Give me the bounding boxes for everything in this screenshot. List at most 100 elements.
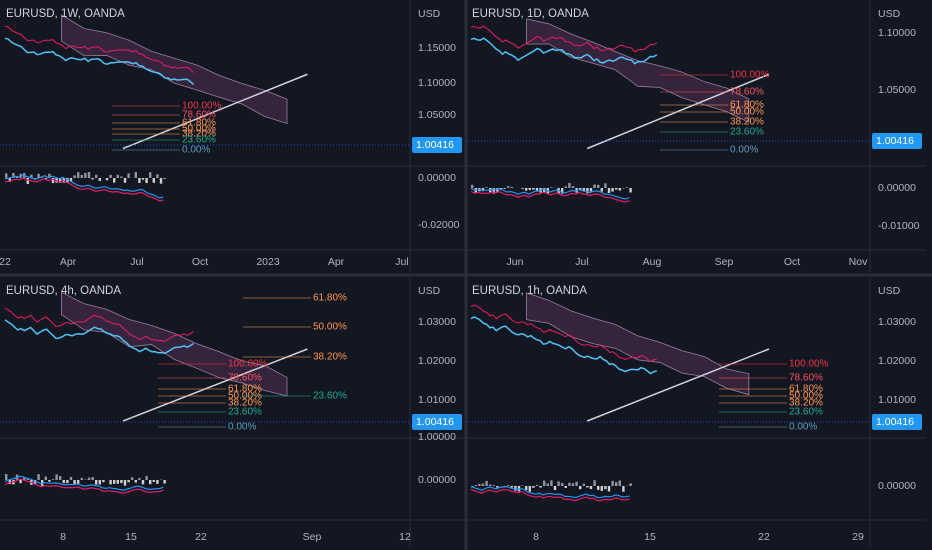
fib-label: 50.00% xyxy=(789,391,823,402)
macd-histogram-bar xyxy=(87,172,91,178)
fib-label: 50.00% xyxy=(313,322,347,333)
signal-line xyxy=(4,478,164,494)
macd-histogram-bar xyxy=(615,482,618,486)
macd-histogram-bar xyxy=(84,172,87,178)
macd-histogram-bar xyxy=(26,178,29,184)
time-label: Oct xyxy=(192,256,208,268)
macd-histogram-bar xyxy=(37,173,40,178)
price-tick-label: 1.01000 xyxy=(878,394,916,406)
macd-histogram-bar xyxy=(474,485,477,486)
macd-histogram-bar xyxy=(589,486,593,490)
macd-histogram-bar xyxy=(622,486,625,492)
macd-histogram-bar xyxy=(550,187,553,188)
fib-label: 78.60% xyxy=(228,373,262,384)
macd-histogram-bar xyxy=(138,178,141,183)
price-tick-label: 1.10000 xyxy=(418,77,456,89)
price-tick-label: 1.15000 xyxy=(418,42,456,54)
macd-histogram-bar xyxy=(134,172,137,178)
macd-histogram-bar xyxy=(127,173,130,178)
macd-histogram-bar xyxy=(120,480,123,484)
price-tick-label: 1.01000 xyxy=(418,394,456,406)
macd-histogram-bar xyxy=(152,480,155,482)
macd-histogram-bar xyxy=(23,477,26,480)
time-label: 29 xyxy=(852,531,864,543)
macd-histogram-bar xyxy=(507,186,510,188)
price-tick-label: 1.00000 xyxy=(418,431,456,443)
price-tick-label: 1.10000 xyxy=(878,27,916,39)
macd-histogram-bar xyxy=(77,480,80,484)
macd-histogram-bar xyxy=(557,481,560,486)
fib-label: 78.60% xyxy=(182,110,216,121)
currency-label: USD xyxy=(878,8,901,20)
macd-histogram-bar xyxy=(492,188,495,194)
currency-label: USD xyxy=(878,285,901,297)
macd-histogram-bar xyxy=(87,477,91,480)
time-label: Aug xyxy=(643,256,662,268)
macd-histogram-bar xyxy=(95,480,98,485)
channel-line xyxy=(122,348,308,422)
time-label: 15 xyxy=(125,531,137,543)
signal-line xyxy=(470,190,630,203)
macd-histogram-bar xyxy=(579,486,582,490)
macd-histogram-bar xyxy=(597,486,600,490)
macd-histogram-bar xyxy=(51,479,55,480)
time-label: 22 xyxy=(758,531,770,543)
macd-line xyxy=(4,174,164,199)
time-label: 12 xyxy=(399,531,411,543)
macd-histogram-bar xyxy=(127,480,130,483)
fib-label: 0.00% xyxy=(789,422,817,433)
fib-label: 23.60% xyxy=(228,407,262,418)
macd-histogram-bar xyxy=(568,482,571,486)
time-label: Sep xyxy=(303,531,322,543)
macd-histogram-bar xyxy=(66,480,69,484)
macd-histogram-bar xyxy=(561,188,564,194)
macd-histogram-bar xyxy=(589,188,593,192)
macd-histogram-bar xyxy=(141,178,145,180)
ichimoku-cloud xyxy=(526,292,750,396)
macd-histogram-bar xyxy=(134,480,137,483)
macd-tick-label: -0.02000 xyxy=(418,219,460,231)
macd-histogram-bar xyxy=(131,477,134,480)
macd-histogram-bar xyxy=(503,188,506,189)
macd-histogram-bar xyxy=(62,480,65,484)
macd-histogram-bar xyxy=(485,480,488,486)
macd-histogram-bar xyxy=(629,188,632,193)
fib-label: 78.60% xyxy=(730,87,764,98)
macd-histogram-bar xyxy=(564,186,567,188)
fib-label: 61.80% xyxy=(730,100,764,111)
macd-histogram-bar xyxy=(611,480,614,486)
macd-histogram-bar xyxy=(489,484,492,486)
macd-histogram-bar xyxy=(481,483,485,486)
macd-histogram-bar xyxy=(8,178,11,182)
kijun-line xyxy=(4,25,194,73)
macd-histogram-bar xyxy=(12,172,15,178)
macd-histogram-bar xyxy=(597,184,600,188)
chart-panel: 100.00%78.60%61.80%50.00%38.20%23.60%0.0… xyxy=(0,0,466,272)
fib-label: 38.20% xyxy=(789,398,823,409)
macd-histogram-bar xyxy=(611,188,614,192)
time-label: Jun xyxy=(507,256,524,268)
fib-label: 38.20% xyxy=(182,129,216,140)
macd-histogram-bar xyxy=(532,486,535,488)
macd-histogram-bar xyxy=(543,480,546,486)
fib-label: 61.80% xyxy=(182,118,216,129)
macd-histogram-bar xyxy=(98,480,101,485)
price-tick-label: 1.02000 xyxy=(878,355,916,367)
macd-histogram-bar xyxy=(102,480,105,483)
fib-label: 23.60% xyxy=(313,391,347,402)
macd-histogram-bar xyxy=(471,184,474,188)
macd-histogram-bar xyxy=(41,177,44,178)
macd-histogram-bar xyxy=(607,188,611,193)
macd-histogram-bar xyxy=(478,483,481,486)
macd-histogram-bar xyxy=(120,176,123,178)
macd-histogram-bar xyxy=(156,480,159,484)
macd-histogram-bar xyxy=(604,486,607,490)
macd-histogram-bar xyxy=(575,481,578,486)
macd-histogram-bar xyxy=(15,176,19,178)
time-label: Jul xyxy=(130,256,143,268)
macd-histogram-bar xyxy=(474,188,477,194)
macd-histogram-bar xyxy=(91,477,94,480)
macd-histogram-bar xyxy=(625,187,629,188)
price-tag-label: 1.00416 xyxy=(416,139,454,151)
time-label: 8 xyxy=(60,531,66,543)
